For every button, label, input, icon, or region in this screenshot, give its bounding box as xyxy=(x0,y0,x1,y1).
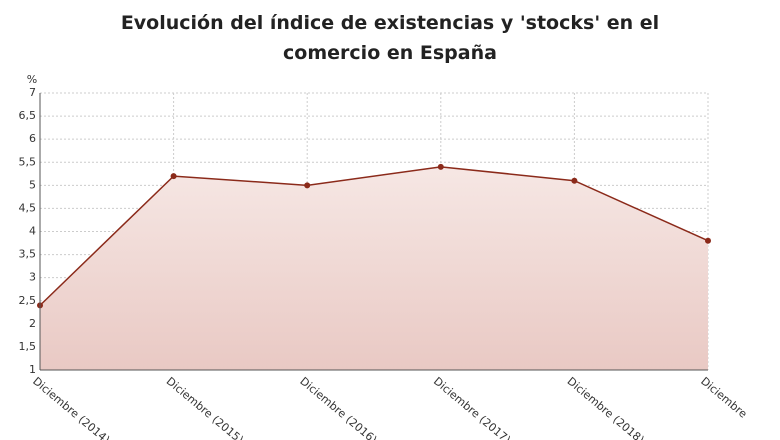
y-tick-label: 3 xyxy=(29,271,36,284)
y-tick-label: 4 xyxy=(29,225,36,238)
point xyxy=(437,163,444,170)
x-tick-label: Diciembre (2018) xyxy=(565,375,647,440)
x-tick-label: Diciembre (2014) xyxy=(30,375,112,440)
chart-title: Evolución del índice de existencias y 's… xyxy=(120,12,660,64)
y-tick-label: 3,5 xyxy=(19,248,37,261)
y-tick-label: 2,5 xyxy=(19,294,37,307)
y-tick-label: 7 xyxy=(29,86,36,99)
y-tick-label: 4,5 xyxy=(19,201,37,214)
x-tick-label: Diciembre xyxy=(698,375,750,421)
y-unit: % xyxy=(27,73,37,86)
point xyxy=(705,237,711,244)
y-tick-label: 1 xyxy=(29,363,36,376)
y-tick-label: 5,5 xyxy=(19,155,37,168)
y-tick-label: 6,5 xyxy=(19,109,37,122)
area-fill xyxy=(40,166,708,370)
point xyxy=(571,177,578,184)
point xyxy=(170,173,177,180)
y-tick-label: 1,5 xyxy=(19,340,37,353)
line xyxy=(39,166,709,306)
y-tick-label: 6 xyxy=(29,132,36,145)
x-tick-label: Diciembre (2016) xyxy=(297,375,379,440)
x-tick-label: Diciembre (2015) xyxy=(164,375,246,440)
point xyxy=(304,182,311,189)
x-tick-label: Diciembre (2017) xyxy=(431,375,513,440)
y-tick-label: 2 xyxy=(29,317,36,330)
y-tick-label: 5 xyxy=(29,178,36,191)
